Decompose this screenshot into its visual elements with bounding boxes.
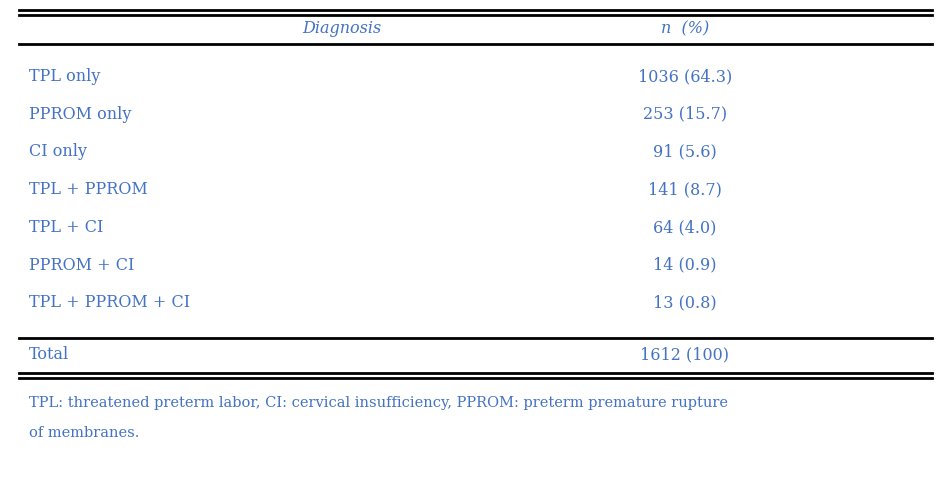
Text: 14 (0.9): 14 (0.9) (653, 257, 716, 274)
Text: 1612 (100): 1612 (100) (640, 346, 729, 363)
Text: TPL only: TPL only (29, 68, 100, 85)
Text: TPL + PPROM + CI: TPL + PPROM + CI (29, 294, 189, 311)
Text: PPROM only: PPROM only (29, 105, 131, 123)
Text: Total: Total (29, 346, 68, 363)
Text: TPL + PPROM: TPL + PPROM (29, 181, 147, 198)
Text: 91 (5.6): 91 (5.6) (652, 143, 717, 160)
Text: 253 (15.7): 253 (15.7) (643, 105, 727, 123)
Text: n  (%): n (%) (661, 20, 708, 37)
Text: Diagnosis: Diagnosis (302, 20, 382, 37)
Text: 64 (4.0): 64 (4.0) (653, 219, 716, 236)
Text: 1036 (64.3): 1036 (64.3) (637, 68, 732, 85)
Text: TPL + CI: TPL + CI (29, 219, 103, 236)
Text: CI only: CI only (29, 143, 87, 160)
Text: of membranes.: of membranes. (29, 426, 139, 441)
Text: 141 (8.7): 141 (8.7) (648, 181, 722, 198)
Text: 13 (0.8): 13 (0.8) (653, 294, 716, 311)
Text: TPL: threatened preterm labor, CI: cervical insufficiency, PPROM: preterm premat: TPL: threatened preterm labor, CI: cervi… (29, 396, 728, 411)
Text: PPROM + CI: PPROM + CI (29, 257, 134, 274)
